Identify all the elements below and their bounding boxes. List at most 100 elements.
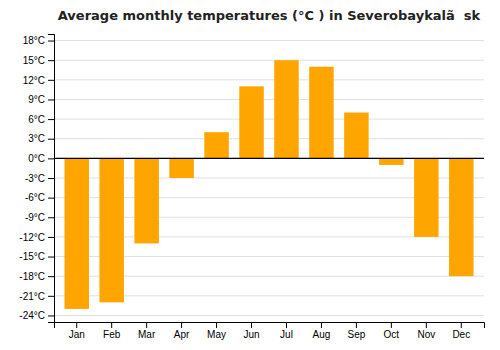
x-tick-mark bbox=[76, 322, 77, 328]
bar bbox=[449, 158, 473, 276]
y-tick: -15°C bbox=[19, 251, 54, 262]
y-tick: 0°C bbox=[28, 153, 54, 164]
plot: -24°C -21°C -18°C -15°C -12°C -9°C -6°C -3°C 0°C… bbox=[19, 35, 484, 341]
x-tick-mark bbox=[251, 322, 252, 328]
grid-line bbox=[54, 60, 484, 61]
bar bbox=[204, 132, 228, 158]
x-tick: Feb bbox=[103, 322, 121, 340]
y-tick: 15°C bbox=[23, 55, 54, 66]
x-tick-label: Oct bbox=[384, 329, 400, 340]
x-tick: Dec bbox=[452, 322, 470, 340]
grid-line bbox=[54, 79, 484, 80]
x-tick-mark bbox=[356, 322, 357, 328]
y-tick: 12°C bbox=[23, 75, 54, 86]
y-tick-label: 0°C bbox=[28, 153, 45, 164]
x-tick: Sep bbox=[347, 322, 365, 340]
x-tick: Aug bbox=[313, 322, 331, 340]
y-tick-label: 12°C bbox=[23, 75, 45, 86]
x-tick-label: Sep bbox=[347, 329, 365, 340]
grid-line bbox=[54, 138, 484, 139]
bar bbox=[64, 158, 88, 309]
y-axis: -24°C -21°C -18°C -15°C -12°C -9°C -6°C -3°C 0°C… bbox=[19, 35, 54, 323]
grid bbox=[54, 41, 484, 316]
x-tick: Apr bbox=[174, 322, 190, 340]
y-tick-label: -24°C bbox=[19, 310, 45, 321]
y-tick: -21°C bbox=[19, 291, 54, 302]
y-tick-label: 15°C bbox=[23, 55, 45, 66]
y-tick-mark bbox=[48, 139, 54, 140]
y-tick-mark bbox=[48, 158, 54, 159]
grid-line bbox=[54, 315, 484, 316]
y-tick-mark bbox=[48, 217, 54, 218]
y-tick-mark bbox=[48, 257, 54, 258]
y-tick: 3°C bbox=[28, 133, 54, 144]
y-tick-mark bbox=[48, 296, 54, 297]
bar bbox=[99, 158, 123, 302]
y-tick-mark bbox=[48, 119, 54, 120]
x-tick-label: May bbox=[207, 329, 226, 340]
grid-line bbox=[54, 119, 484, 120]
y-tick-label: 9°C bbox=[28, 94, 45, 105]
y-tick-label: 6°C bbox=[28, 114, 45, 125]
bar bbox=[379, 158, 403, 165]
x-tick-label: Nov bbox=[417, 329, 435, 340]
x-tick-mark bbox=[426, 322, 427, 328]
y-tick: 18°C bbox=[23, 35, 54, 46]
x-tick-mark bbox=[321, 322, 322, 328]
x-tick: Mar bbox=[138, 322, 156, 340]
y-tick: -6°C bbox=[25, 192, 54, 203]
y-tick-label: -18°C bbox=[19, 271, 45, 282]
chart: -24°C -21°C -18°C -15°C -12°C -9°C -6°C -3°C 0°C… bbox=[0, 0, 500, 350]
y-tick-label: -21°C bbox=[19, 291, 45, 302]
grid-line bbox=[54, 158, 484, 159]
y-tick-mark bbox=[48, 80, 54, 81]
bar bbox=[414, 158, 438, 237]
y-tick-label: 18°C bbox=[23, 35, 45, 46]
x-tick: Jul bbox=[280, 322, 293, 340]
bar bbox=[134, 158, 158, 243]
y-tick-mark bbox=[48, 198, 54, 199]
x-tick-mark bbox=[216, 322, 217, 328]
y-tick-mark bbox=[48, 178, 54, 179]
y-tick-label: -3°C bbox=[25, 173, 45, 184]
x-tick: May bbox=[207, 322, 226, 340]
y-tick-mark bbox=[48, 276, 54, 277]
y-tick: 6°C bbox=[28, 114, 54, 125]
x-tick-mark bbox=[111, 322, 112, 328]
x-tick-label: Apr bbox=[174, 329, 190, 340]
bar bbox=[344, 113, 368, 159]
x-tick-label: Jun bbox=[243, 329, 259, 340]
x-tick-mark bbox=[181, 322, 182, 328]
x-tick-mark bbox=[286, 322, 287, 328]
y-tick: -18°C bbox=[19, 271, 54, 282]
x-tick-label: Dec bbox=[452, 329, 470, 340]
x-tick-mark bbox=[146, 322, 147, 328]
title: Average monthly temperatures (°C ) in Se… bbox=[58, 8, 481, 23]
bar bbox=[274, 60, 298, 158]
x-tick-label: Mar bbox=[138, 329, 156, 340]
bars bbox=[64, 60, 473, 309]
y-tick: -3°C bbox=[25, 173, 54, 184]
y-tick-label: -9°C bbox=[25, 212, 45, 223]
y-tick-label: -15°C bbox=[19, 251, 45, 262]
x-tick-label: Jan bbox=[69, 329, 85, 340]
x-tick-mark bbox=[461, 322, 462, 328]
y-tick: 9°C bbox=[28, 94, 54, 105]
y-tick-label: -12°C bbox=[19, 232, 45, 243]
bar bbox=[309, 67, 333, 159]
y-tick-mark bbox=[48, 41, 54, 42]
grid-line bbox=[54, 40, 484, 41]
y-tick-mark bbox=[48, 60, 54, 61]
x-tick-label: Feb bbox=[103, 329, 121, 340]
x-tick: Jan bbox=[69, 322, 85, 340]
x-axis: Jan Feb Mar Apr May Jun Jul Aug Sep Oct Nov Dec bbox=[55, 322, 485, 340]
zero-line bbox=[54, 158, 484, 159]
y-tick-mark bbox=[48, 315, 54, 316]
x-tick: Nov bbox=[417, 322, 435, 340]
y-tick-label: -6°C bbox=[25, 192, 45, 203]
x-tick-mark bbox=[391, 322, 392, 328]
x-tick-label: Jul bbox=[280, 329, 293, 340]
y-tick: -9°C bbox=[25, 212, 54, 223]
y-tick: -24°C bbox=[19, 310, 54, 321]
bar bbox=[239, 86, 263, 158]
